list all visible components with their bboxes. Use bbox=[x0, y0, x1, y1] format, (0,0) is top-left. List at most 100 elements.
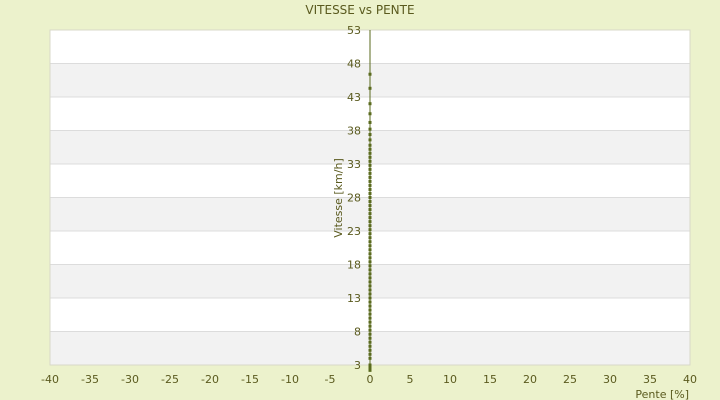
data-point bbox=[368, 163, 372, 167]
data-point bbox=[368, 268, 372, 272]
data-point bbox=[368, 248, 372, 252]
y-tick-label: 38 bbox=[347, 125, 361, 138]
data-point bbox=[368, 208, 372, 212]
y-tick-label: 28 bbox=[347, 192, 361, 205]
chart-title: VITESSE vs PENTE bbox=[305, 3, 414, 17]
data-point bbox=[368, 127, 372, 131]
data-point bbox=[368, 183, 372, 187]
x-tick-label: 30 bbox=[603, 373, 617, 386]
data-point bbox=[368, 120, 372, 124]
data-point bbox=[368, 328, 372, 332]
y-tick-label: 53 bbox=[347, 24, 361, 37]
data-point bbox=[368, 272, 372, 276]
data-point bbox=[368, 179, 372, 183]
data-point bbox=[368, 72, 372, 76]
data-point bbox=[368, 236, 372, 240]
x-tick-label: 0 bbox=[367, 373, 374, 386]
data-point bbox=[368, 159, 372, 163]
x-tick-label: -25 bbox=[161, 373, 179, 386]
y-tick-label: 33 bbox=[347, 158, 361, 171]
x-tick-labels: -40 -35 -30 -25 -20 -15 -10 -5 0 5 10 15 20 25 30 35 40 bbox=[41, 373, 697, 386]
x-tick-label: -20 bbox=[201, 373, 219, 386]
data-point bbox=[368, 304, 372, 308]
data-point bbox=[368, 312, 372, 316]
y-axis-label: Vitesse [km/h] bbox=[332, 158, 345, 238]
x-tick-label: -40 bbox=[41, 373, 59, 386]
data-point bbox=[368, 340, 372, 344]
data-point bbox=[368, 143, 372, 147]
y-tick-label: 43 bbox=[347, 91, 361, 104]
data-point bbox=[368, 366, 372, 370]
data-point bbox=[368, 368, 372, 372]
y-tick-label: 23 bbox=[347, 225, 361, 238]
y-tick-label: 3 bbox=[354, 359, 361, 372]
data-point bbox=[368, 308, 372, 312]
x-axis-label: Pente [%] bbox=[635, 388, 689, 400]
data-point bbox=[368, 288, 372, 292]
data-point bbox=[368, 200, 372, 204]
data-point bbox=[368, 191, 372, 195]
data-point bbox=[368, 300, 372, 304]
data-point bbox=[368, 244, 372, 248]
y-tick-label: 18 bbox=[347, 259, 361, 272]
y-tick-label: 13 bbox=[347, 292, 361, 305]
x-tick-label: 5 bbox=[407, 373, 414, 386]
data-point bbox=[368, 332, 372, 336]
data-point bbox=[368, 151, 372, 155]
data-point bbox=[368, 352, 372, 356]
data-point bbox=[368, 138, 372, 142]
data-point bbox=[368, 264, 372, 268]
data-point bbox=[368, 196, 372, 199]
data-point bbox=[368, 240, 372, 244]
data-point bbox=[368, 228, 372, 232]
data-point bbox=[368, 224, 372, 228]
data-point bbox=[368, 112, 372, 116]
x-tick-label: -35 bbox=[81, 373, 99, 386]
data-point bbox=[368, 296, 372, 300]
data-point bbox=[368, 256, 372, 260]
data-point bbox=[368, 187, 372, 191]
x-tick-label: 20 bbox=[523, 373, 537, 386]
data-point bbox=[368, 363, 372, 367]
data-point bbox=[368, 344, 372, 348]
data-point bbox=[368, 212, 372, 216]
data-point bbox=[368, 204, 372, 208]
data-point bbox=[368, 171, 372, 175]
x-tick-label: -30 bbox=[121, 373, 139, 386]
x-tick-label: 10 bbox=[443, 373, 457, 386]
data-point bbox=[368, 336, 372, 340]
x-tick-label: -15 bbox=[241, 373, 259, 386]
data-point bbox=[368, 175, 372, 179]
y-tick-label: 48 bbox=[347, 58, 361, 71]
data-point bbox=[368, 155, 372, 159]
x-tick-label: 35 bbox=[643, 373, 657, 386]
x-tick-label: -5 bbox=[325, 373, 336, 386]
data-point bbox=[368, 220, 372, 224]
data-point bbox=[368, 284, 372, 288]
data-point bbox=[368, 356, 372, 360]
data-point bbox=[368, 216, 372, 220]
data-point bbox=[368, 348, 372, 352]
data-point bbox=[368, 316, 372, 320]
x-tick-label: 40 bbox=[683, 373, 697, 386]
data-point bbox=[368, 280, 372, 284]
data-point bbox=[368, 260, 372, 264]
data-point bbox=[368, 133, 372, 137]
data-point bbox=[368, 102, 372, 106]
x-tick-label: 15 bbox=[483, 373, 497, 386]
data-point bbox=[368, 252, 372, 256]
data-point bbox=[368, 86, 372, 90]
data-point bbox=[368, 232, 372, 236]
data-point bbox=[368, 167, 372, 171]
data-points bbox=[368, 72, 372, 372]
x-tick-label: 25 bbox=[563, 373, 577, 386]
data-point bbox=[368, 147, 372, 151]
data-point bbox=[368, 324, 372, 328]
data-point bbox=[368, 292, 372, 296]
x-tick-label: -10 bbox=[281, 373, 299, 386]
data-point bbox=[368, 276, 372, 280]
data-point bbox=[368, 320, 372, 324]
y-tick-label: 8 bbox=[354, 326, 361, 339]
